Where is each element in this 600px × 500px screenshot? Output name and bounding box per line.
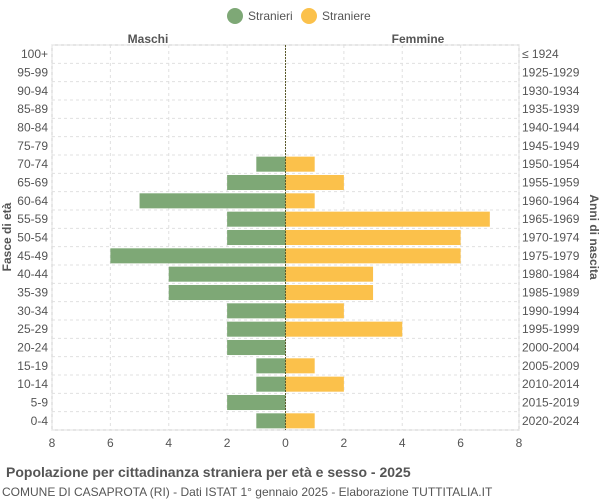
female-bar [285, 266, 374, 282]
age-group-label: 25-29 [17, 322, 48, 336]
birth-year-label: 1925-1929 [522, 66, 580, 80]
legend-swatch [301, 8, 317, 24]
male-bar [256, 413, 286, 429]
female-bar [285, 174, 344, 191]
age-group-label: 30-34 [17, 304, 48, 318]
x-tick-label: 4 [399, 436, 406, 450]
birth-year-label: 1985-1989 [522, 286, 580, 300]
female-bar [285, 321, 403, 337]
birth-year-label: 1945-1949 [522, 139, 580, 153]
male-bar [227, 174, 286, 191]
female-bar [285, 303, 344, 319]
female-bar [285, 248, 461, 264]
age-group-label: 55-59 [17, 212, 48, 226]
x-tick-label: 0 [282, 436, 289, 450]
birth-year-label: 1965-1969 [522, 212, 580, 226]
x-tick-label: 2 [224, 436, 231, 450]
females-header: Femmine [392, 32, 445, 46]
female-bar [285, 229, 461, 246]
male-bar [227, 303, 286, 319]
birth-year-label: 1970-1974 [522, 231, 580, 245]
birth-year-label: 1960-1964 [522, 194, 580, 208]
x-tick-label: 4 [165, 436, 172, 450]
birth-year-label: 2010-2014 [522, 377, 580, 391]
x-tick-label: 6 [107, 436, 114, 450]
age-group-label: 60-64 [17, 194, 48, 208]
birth-year-label: 1975-1979 [522, 249, 580, 263]
x-tick-label: 8 [516, 436, 523, 450]
age-group-label: 15-19 [17, 359, 48, 373]
population-pyramid-chart: 8 6 4 2 0 2 4 6 8 100+ ≤ 1924 95-99 1925-1929 90-94 19… [0, 8, 600, 450]
male-bar [227, 229, 286, 246]
birth-year-label: 1935-1939 [522, 102, 580, 116]
birth-year-label: 1980-1984 [522, 267, 580, 281]
birth-year-label: 2020-2024 [522, 414, 580, 428]
male-bar [227, 339, 286, 356]
male-bar [139, 193, 286, 209]
age-group-label: 90-94 [17, 84, 48, 98]
age-group-label: 40-44 [17, 267, 48, 281]
male-bar [256, 358, 286, 374]
age-group-label: 10-14 [17, 377, 48, 391]
female-bar [285, 284, 374, 301]
birth-year-label: 2015-2019 [522, 396, 580, 410]
female-bar [285, 376, 344, 392]
birth-year-label: 1950-1954 [522, 157, 580, 171]
female-bar [285, 211, 490, 227]
birth-year-label: 2000-2004 [522, 341, 580, 355]
age-group-label: 35-39 [17, 286, 48, 300]
male-bar [110, 248, 286, 264]
age-group-label: 100+ [21, 47, 48, 61]
legend-label: Straniere [322, 9, 371, 23]
male-bar [168, 284, 286, 301]
birth-year-label: 1940-1944 [522, 121, 580, 135]
x-tick-label: 2 [341, 436, 348, 450]
male-bar [168, 266, 286, 282]
age-group-label: 70-74 [17, 157, 48, 171]
males-header: Maschi [128, 32, 169, 46]
age-group-label: 0-4 [31, 414, 49, 428]
male-bar [227, 211, 286, 227]
female-bar [285, 413, 315, 429]
age-group-label: 85-89 [17, 102, 48, 116]
birth-year-label: 1930-1934 [522, 84, 580, 98]
age-group-label: 5-9 [31, 396, 49, 410]
birth-year-label: 1955-1959 [522, 176, 580, 190]
birth-year-label: 1990-1994 [522, 304, 580, 318]
male-bar [256, 156, 286, 172]
male-bar [227, 394, 286, 411]
chart-footer-title: Popolazione per cittadinanza straniera p… [6, 464, 411, 480]
x-tick-label: 6 [457, 436, 464, 450]
age-group-label: 50-54 [17, 231, 48, 245]
x-tick-label: 8 [49, 436, 56, 450]
age-group-label: 95-99 [17, 66, 48, 80]
age-group-label: 65-69 [17, 176, 48, 190]
legend-label: Stranieri [248, 9, 293, 23]
y-axis-title-left: Fasce di età [0, 202, 14, 271]
female-bar [285, 358, 315, 374]
legend-swatch [227, 8, 243, 24]
age-group-label: 20-24 [17, 341, 48, 355]
male-bar [256, 376, 286, 392]
birth-year-label: 1995-1999 [522, 322, 580, 336]
birth-year-label: ≤ 1924 [522, 47, 559, 61]
female-bar [285, 156, 315, 172]
birth-year-label: 2005-2009 [522, 359, 580, 373]
age-group-label: 45-49 [17, 249, 48, 263]
male-bar [227, 321, 286, 337]
chart-footer-subtitle: COMUNE DI CASAPROTA (RI) - Dati ISTAT 1°… [2, 485, 493, 499]
y-axis-title-right: Anni di nascita [587, 194, 600, 280]
age-group-label: 75-79 [17, 139, 48, 153]
age-group-label: 80-84 [17, 121, 48, 135]
female-bar [285, 193, 315, 209]
